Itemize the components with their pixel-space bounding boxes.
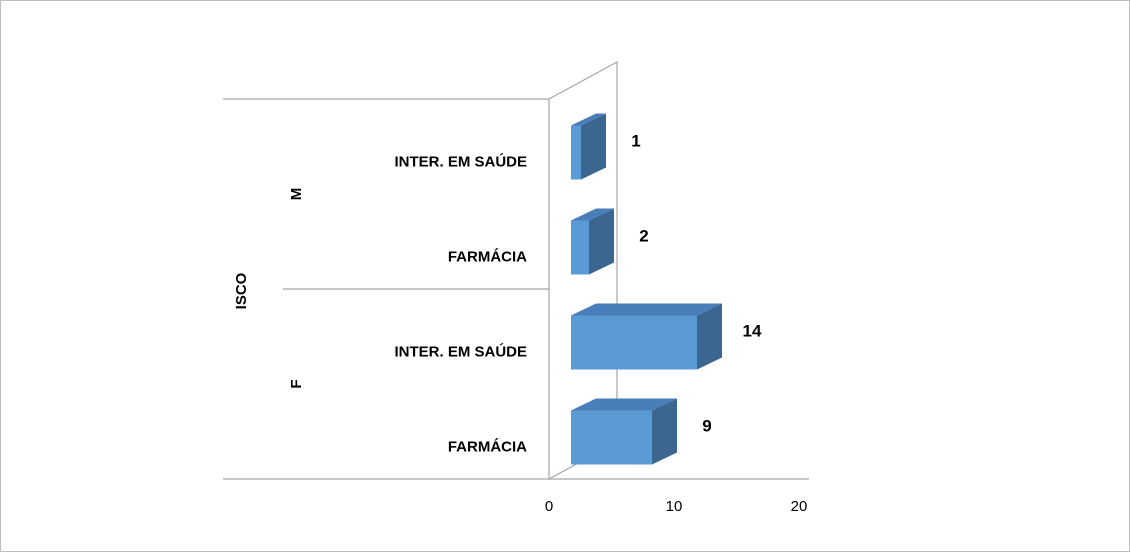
x-tick-label: 0 [545,498,553,515]
category-label: INTER. EM SAÚDE [394,343,527,361]
data-label: 2 [639,227,648,246]
bar [571,208,614,275]
bars [571,113,722,465]
bar [571,398,677,465]
bar-top-face [571,303,722,316]
bar-side-face [652,398,677,465]
bar-front-face [571,410,652,465]
bar [571,303,722,370]
group-label: M [288,188,305,201]
labels: 0 10 20 1 INTER. EM SAÚDE 2 FARMÁCIA 14 INTER. E… [233,132,807,516]
data-label: 14 [743,322,762,341]
bar-front-face [571,220,589,275]
bar-side-face [589,208,614,275]
data-label: 1 [631,132,640,151]
y-axis-title: ISCO [233,272,250,309]
x-tick-label: 20 [791,498,808,515]
category-label: FARMÁCIA [448,249,527,266]
group-label: F [288,379,305,388]
bar-side-face [697,303,722,370]
bar-side-face [581,113,606,180]
category-label: FARMÁCIA [448,439,527,456]
bar-front-face [571,315,697,370]
x-tick-label: 10 [666,498,683,515]
bar-front-face [571,125,581,180]
axes [223,60,809,481]
category-label: INTER. EM SAÚDE [394,153,527,171]
bar-top-face [571,398,677,411]
bar [571,113,606,180]
bar-top-face [571,113,606,126]
bar-top-face [571,208,614,221]
data-label: 9 [702,417,711,436]
